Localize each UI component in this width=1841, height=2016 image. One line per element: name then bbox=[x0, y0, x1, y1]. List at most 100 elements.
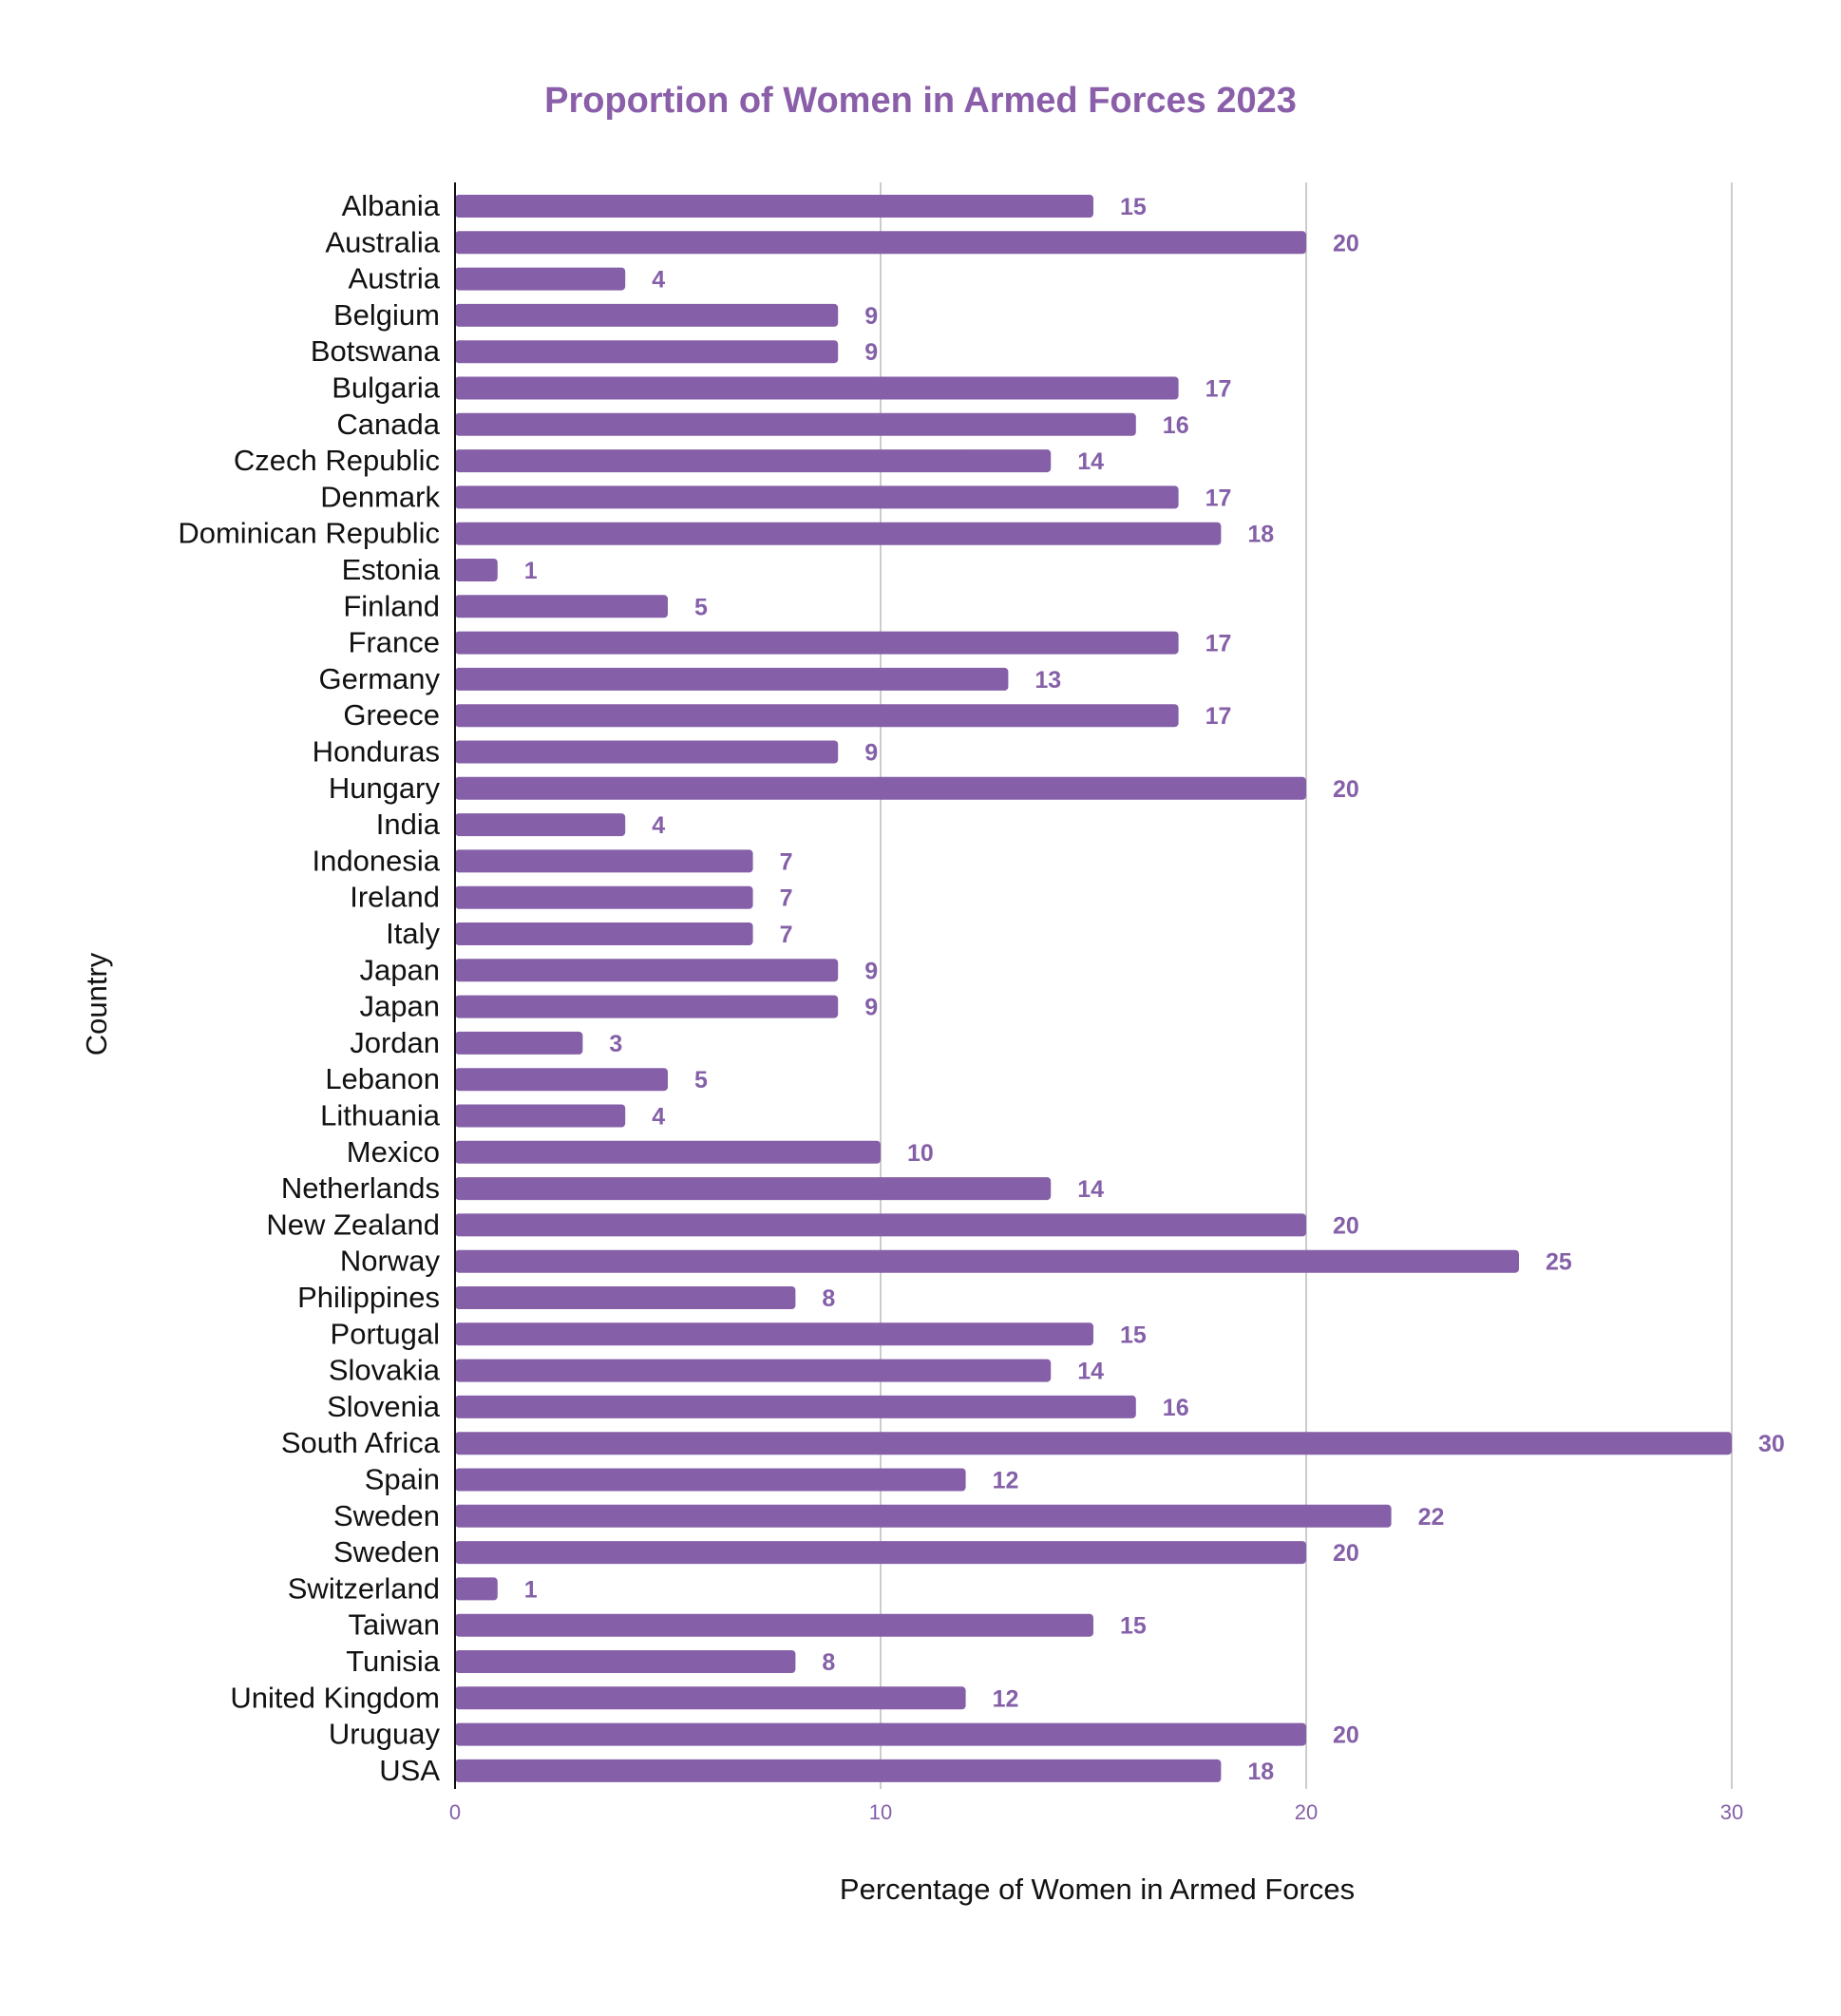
data-label: 4 bbox=[652, 1104, 665, 1131]
category-label: Sweden bbox=[333, 1499, 440, 1532]
data-label: 14 bbox=[1077, 448, 1104, 475]
bar bbox=[455, 1213, 1306, 1237]
bar bbox=[455, 1468, 966, 1492]
data-label: 16 bbox=[1163, 412, 1189, 439]
bar bbox=[455, 1249, 1519, 1273]
value-labels: 1520499171614171815171317920477799354101… bbox=[524, 194, 1785, 1785]
bar bbox=[455, 631, 1179, 655]
category-label: Spain bbox=[365, 1463, 440, 1496]
data-label: 1 bbox=[524, 558, 538, 584]
data-label: 12 bbox=[993, 1468, 1019, 1494]
bar bbox=[455, 1031, 583, 1055]
data-label: 4 bbox=[652, 812, 665, 839]
data-label: 15 bbox=[1120, 1322, 1147, 1348]
bar bbox=[455, 195, 1093, 218]
data-label: 20 bbox=[1333, 1212, 1359, 1239]
category-label: Botswana bbox=[311, 334, 441, 368]
category-label: USA bbox=[379, 1754, 440, 1787]
data-label: 9 bbox=[864, 740, 878, 767]
category-label: Lithuania bbox=[320, 1099, 441, 1132]
bar bbox=[455, 1759, 1222, 1782]
data-label: 7 bbox=[780, 885, 793, 912]
bar bbox=[455, 231, 1306, 255]
data-label: 17 bbox=[1205, 485, 1232, 511]
bar bbox=[455, 995, 839, 1018]
category-label: Honduras bbox=[313, 735, 440, 769]
bar bbox=[455, 849, 753, 873]
bar bbox=[455, 485, 1179, 509]
bar bbox=[455, 1432, 1732, 1455]
bar bbox=[455, 340, 839, 364]
bar bbox=[455, 1395, 1136, 1418]
data-label: 7 bbox=[780, 848, 793, 875]
category-label: Indonesia bbox=[313, 844, 441, 877]
bar bbox=[455, 1104, 626, 1128]
category-label: Slovakia bbox=[329, 1354, 441, 1387]
bar bbox=[455, 412, 1136, 436]
x-tick-label: 30 bbox=[1720, 1800, 1743, 1824]
category-label: Portugal bbox=[331, 1317, 440, 1350]
category-label: Denmark bbox=[320, 480, 440, 513]
category-label: Italy bbox=[386, 917, 440, 950]
bar bbox=[455, 1322, 1093, 1346]
category-label: Uruguay bbox=[329, 1718, 441, 1751]
bar bbox=[455, 303, 839, 327]
data-label: 5 bbox=[694, 1067, 708, 1094]
category-label: Ireland bbox=[350, 881, 440, 914]
category-label: India bbox=[376, 808, 441, 841]
y-axis-title: Country bbox=[80, 952, 113, 1056]
data-label: 30 bbox=[1758, 1431, 1785, 1457]
bar bbox=[455, 667, 1009, 691]
bar bbox=[455, 595, 668, 618]
data-label: 9 bbox=[864, 995, 878, 1021]
data-label: 16 bbox=[1163, 1395, 1189, 1421]
bar bbox=[455, 885, 753, 909]
bar bbox=[455, 1686, 966, 1710]
data-label: 14 bbox=[1077, 1176, 1104, 1203]
data-label: 3 bbox=[609, 1031, 622, 1057]
data-label: 17 bbox=[1205, 631, 1232, 657]
x-tick-label: 10 bbox=[869, 1800, 892, 1824]
category-label: Japan bbox=[360, 953, 440, 986]
data-label: 25 bbox=[1546, 1249, 1572, 1276]
category-label: South Africa bbox=[281, 1426, 441, 1459]
data-label: 9 bbox=[864, 958, 878, 984]
category-label: Sweden bbox=[333, 1535, 440, 1569]
category-label: Bulgaria bbox=[332, 371, 440, 405]
category-label: Jordan bbox=[350, 1026, 440, 1059]
bar bbox=[455, 1504, 1392, 1528]
data-label: 9 bbox=[864, 339, 878, 366]
category-label: Philippines bbox=[297, 1281, 440, 1314]
category-label: Belgium bbox=[333, 298, 440, 332]
data-label: 4 bbox=[652, 267, 665, 294]
category-label: Japan bbox=[360, 990, 440, 1023]
data-label: 18 bbox=[1247, 522, 1274, 548]
x-axis-title: Percentage of Women in Armed Forces bbox=[840, 1873, 1355, 1906]
bar bbox=[455, 1068, 668, 1092]
category-label: Estonia bbox=[342, 553, 441, 586]
chart-title: Proportion of Women in Armed Forces 2023 bbox=[544, 81, 1297, 121]
x-tick-label: 20 bbox=[1295, 1800, 1318, 1824]
bar bbox=[455, 959, 839, 982]
category-label: Netherlands bbox=[281, 1171, 440, 1205]
data-label: 9 bbox=[864, 303, 878, 330]
bar bbox=[455, 740, 839, 764]
data-label: 7 bbox=[780, 922, 793, 948]
category-label: New Zealand bbox=[266, 1208, 440, 1241]
category-label: Australia bbox=[325, 225, 440, 258]
data-label: 14 bbox=[1077, 1359, 1104, 1385]
bar bbox=[455, 1577, 498, 1601]
bar bbox=[455, 376, 1179, 400]
category-label: Norway bbox=[340, 1245, 441, 1278]
data-label: 10 bbox=[907, 1140, 934, 1167]
category-label: Slovenia bbox=[327, 1390, 441, 1423]
bar bbox=[455, 522, 1222, 545]
bar bbox=[455, 449, 1052, 473]
bar bbox=[455, 1613, 1093, 1637]
data-label: 20 bbox=[1333, 776, 1359, 803]
bar bbox=[455, 1722, 1306, 1746]
category-label: France bbox=[349, 626, 440, 659]
bar bbox=[455, 704, 1179, 728]
